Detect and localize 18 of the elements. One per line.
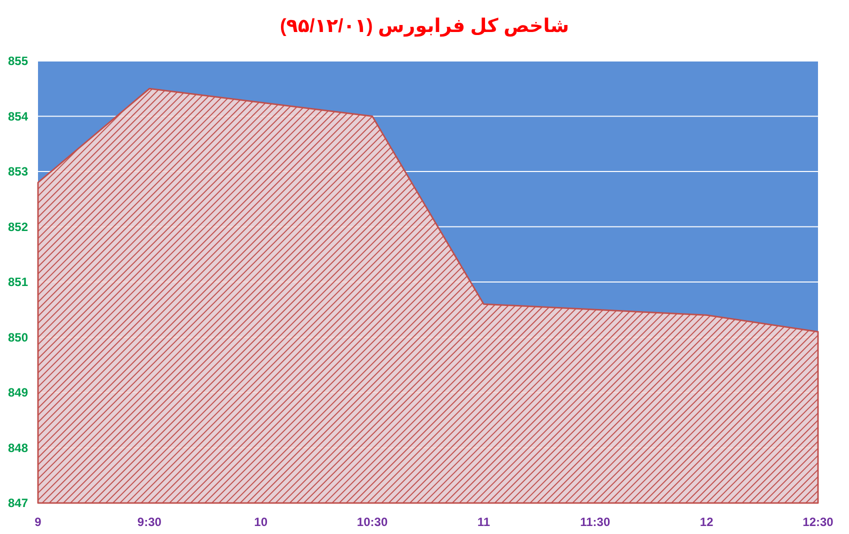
y-tick-label: 854 xyxy=(8,109,28,124)
x-tick-label: 10 xyxy=(254,515,268,529)
y-tick-label: 855 xyxy=(8,54,28,68)
x-tick-label: 9:30 xyxy=(137,515,162,529)
y-tick-label: 853 xyxy=(8,164,28,178)
x-tick-label: 11 xyxy=(477,515,490,529)
y-tick-label: 848 xyxy=(8,440,28,455)
x-tick-label: 9 xyxy=(34,515,42,529)
y-tick-label: 852 xyxy=(8,220,28,234)
y-tick-label: 850 xyxy=(8,330,28,344)
chart-title: شاخص کل فرابورس (۹۵/۱۲/۰۱) xyxy=(280,16,570,37)
x-tick-label: 12 xyxy=(700,515,714,529)
y-tick-label: 851 xyxy=(8,275,28,289)
x-tick-label: 11:30 xyxy=(580,515,610,529)
y-tick-label: 847 xyxy=(8,496,28,510)
x-tick-label: 12:30 xyxy=(802,515,834,529)
x-tick-label: 10:30 xyxy=(356,515,388,529)
y-tick-label: 849 xyxy=(8,386,28,400)
